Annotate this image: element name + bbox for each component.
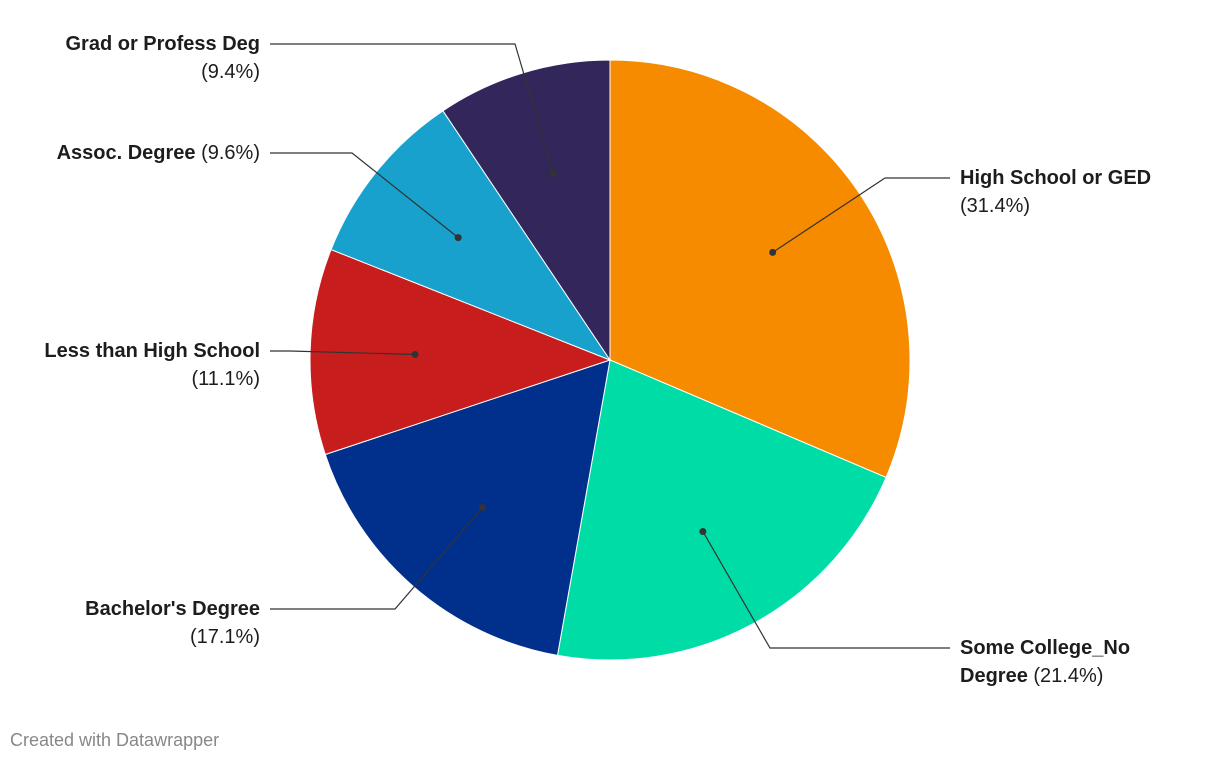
slice-label: High School or GED (31.4%) [960, 164, 1175, 220]
slice-label: Less than High School (11.1%) [10, 337, 260, 393]
label-value: (31.4%) [960, 195, 1031, 217]
slice-label: Bachelor's Degree (17.1%) [10, 595, 260, 651]
slice-label: Some College_No Degree (21.4%) [960, 634, 1175, 690]
label-value: (9.6%) [201, 142, 260, 164]
slice-label: Grad or Profess Deg (9.4%) [10, 30, 260, 86]
label-value: (21.4%) [1033, 665, 1104, 687]
leader-dot [478, 503, 486, 511]
pie-slice [442, 59, 611, 362]
pie-slice [556, 359, 887, 661]
pie-slice [330, 110, 612, 362]
label-value: (9.4%) [201, 61, 260, 83]
label-name: Bachelor's Degree [85, 598, 260, 620]
label-name: Some College_No Degree [960, 637, 1131, 687]
leader-dot [454, 234, 462, 242]
label-name: Assoc. Degree [56, 142, 196, 164]
leader-line [270, 350, 416, 356]
label-value: (11.1%) [191, 368, 260, 390]
label-name: Less than High School [44, 340, 260, 362]
label-name: High School or GED [960, 167, 1152, 189]
leader-line [270, 507, 483, 610]
leader-line [772, 177, 950, 253]
label-value: (17.1%) [189, 626, 260, 648]
leader-dot [769, 248, 777, 256]
label-name: Grad or Profess Deg [65, 33, 260, 55]
slice-label: Assoc. Degree (9.6%) [10, 139, 260, 167]
leader-line [270, 43, 554, 174]
leader-line [270, 152, 459, 239]
leader-dot [411, 350, 419, 358]
leader-dot [549, 169, 557, 177]
leader-line [702, 531, 950, 649]
footer: Created with Datawrapper [10, 730, 220, 750]
leader-dot [699, 527, 707, 535]
